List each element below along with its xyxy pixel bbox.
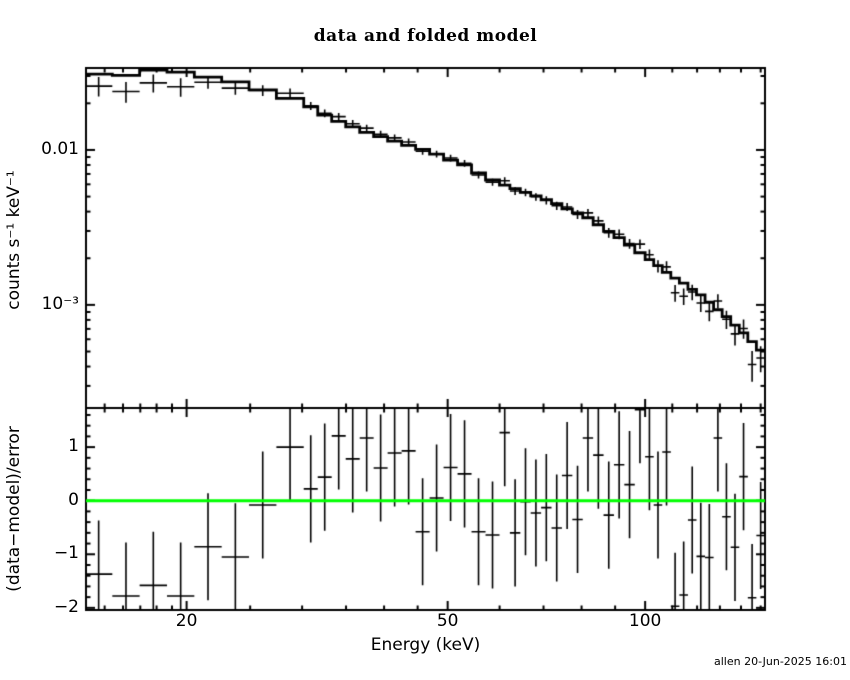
y-tick-label-bottom: 0 <box>68 489 79 510</box>
x-tick-label: 50 <box>436 611 459 631</box>
y-tick-label-bottom: −2 <box>53 596 79 617</box>
footer-timestamp: allen 20-Jun-2025 16:01 <box>713 655 847 668</box>
x-axis-label: Energy (keV) <box>370 635 481 655</box>
y-axis-label-top: counts s⁻¹ keV⁻¹ <box>4 170 24 310</box>
plot-title: data and folded model <box>313 26 538 46</box>
y-tick-label-bottom: 1 <box>68 436 79 457</box>
y-tick-label-top: 10⁻³ <box>41 293 79 314</box>
x-tick-label: 100 <box>628 611 662 631</box>
y-tick-label-bottom: −1 <box>53 543 79 564</box>
x-tick-label: 20 <box>175 611 198 631</box>
y-tick-label-top: 0.01 <box>41 138 79 159</box>
